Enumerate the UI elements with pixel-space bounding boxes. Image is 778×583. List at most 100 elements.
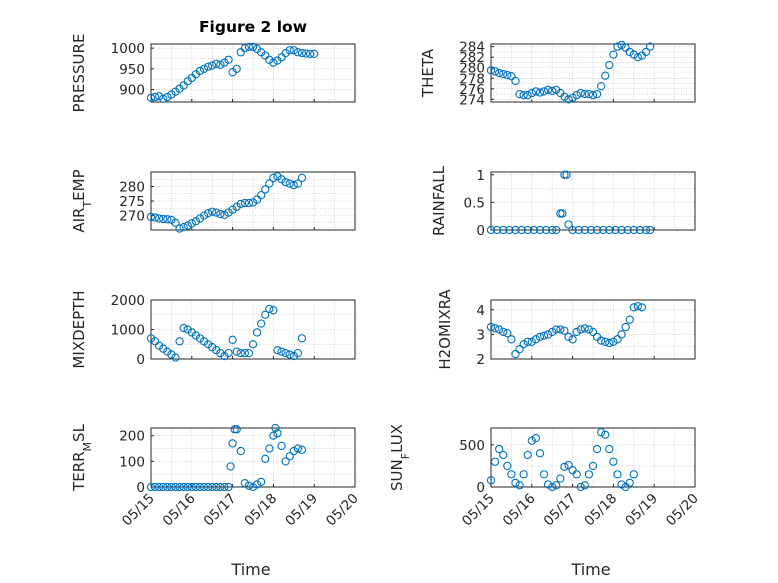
data-point bbox=[220, 210, 229, 220]
data-point bbox=[155, 214, 164, 223]
y-tick-label: 100 bbox=[119, 454, 145, 470]
subplot-5: 0 1000 2000 MIXDEPTH bbox=[70, 290, 356, 369]
data-point bbox=[568, 335, 577, 344]
data-point bbox=[515, 345, 524, 354]
data-point bbox=[576, 325, 585, 334]
data-point bbox=[490, 324, 500, 333]
data-point bbox=[645, 42, 655, 51]
data-point bbox=[236, 199, 245, 209]
data-point bbox=[232, 425, 241, 434]
axes-box bbox=[150, 427, 356, 488]
data-point bbox=[293, 179, 303, 188]
data-point bbox=[613, 42, 622, 51]
y-tick-label: 0.5 bbox=[464, 195, 485, 211]
y-axis-label: AIRTEMP bbox=[70, 169, 94, 232]
data-point bbox=[588, 461, 598, 471]
data-point bbox=[601, 430, 610, 439]
data-point bbox=[163, 92, 172, 102]
data-point bbox=[150, 482, 160, 492]
data-point bbox=[187, 482, 196, 492]
data-point bbox=[175, 482, 184, 492]
y-tick-label: 0 bbox=[136, 480, 145, 496]
data-point bbox=[257, 319, 266, 328]
x-axis-label: Time bbox=[570, 560, 610, 579]
data-point bbox=[629, 225, 638, 235]
data-point bbox=[519, 470, 528, 479]
data-point bbox=[244, 42, 254, 52]
data-point bbox=[543, 480, 553, 489]
data-point bbox=[597, 428, 606, 437]
data-point bbox=[183, 221, 192, 230]
x-tick-label: 05/19 bbox=[622, 491, 661, 530]
data-point bbox=[212, 208, 221, 217]
data-point bbox=[208, 61, 217, 70]
data-point bbox=[195, 66, 205, 76]
data-point bbox=[580, 89, 589, 99]
data-point bbox=[285, 46, 294, 55]
data-point bbox=[621, 322, 630, 332]
data-point bbox=[297, 334, 307, 343]
data-point bbox=[592, 444, 602, 454]
data-point bbox=[155, 482, 164, 492]
data-point bbox=[486, 66, 496, 75]
data-point bbox=[588, 327, 598, 337]
data-point bbox=[150, 213, 160, 222]
data-point bbox=[492, 225, 502, 235]
x-tick-label: 05/18 bbox=[241, 491, 280, 530]
data-point bbox=[199, 211, 209, 220]
y-tick-label: 274 bbox=[459, 92, 485, 108]
data-point bbox=[236, 446, 245, 456]
data-point bbox=[599, 225, 608, 235]
data-point bbox=[605, 60, 614, 70]
data-point bbox=[568, 225, 577, 235]
data-point bbox=[625, 47, 634, 57]
data-point bbox=[228, 439, 237, 448]
data-point bbox=[527, 436, 536, 445]
y-tick-label: 282 bbox=[459, 50, 485, 66]
data-point bbox=[297, 445, 307, 454]
data-point bbox=[535, 332, 545, 342]
data-point bbox=[507, 335, 516, 344]
data-point bbox=[597, 82, 606, 91]
data-point bbox=[281, 348, 290, 358]
data-point bbox=[271, 423, 280, 433]
data-point bbox=[224, 348, 233, 358]
data-point bbox=[499, 69, 508, 79]
data-point bbox=[560, 92, 569, 101]
data-point bbox=[605, 444, 614, 454]
data-point bbox=[226, 462, 235, 471]
data-point bbox=[617, 330, 626, 339]
y-tick-label: 200 bbox=[119, 429, 145, 445]
data-point bbox=[252, 480, 262, 489]
data-point bbox=[515, 89, 524, 99]
data-point bbox=[199, 482, 209, 492]
data-point bbox=[543, 85, 553, 95]
data-point bbox=[507, 72, 516, 81]
x-tick-label: 05/18 bbox=[581, 491, 620, 530]
data-point bbox=[641, 47, 651, 57]
data-point bbox=[175, 337, 184, 346]
data-point bbox=[613, 335, 622, 344]
data-point bbox=[645, 225, 655, 235]
data-point bbox=[556, 325, 565, 334]
y-axis-label: PRESSURE bbox=[70, 34, 88, 113]
subplot-8: 0 500 SUNFLUX 05/15 05/16 05/17 05/18 05/19 05/2… bbox=[388, 424, 702, 579]
data-point bbox=[601, 337, 610, 346]
data-point bbox=[269, 306, 278, 315]
data-point bbox=[564, 460, 573, 470]
data-point bbox=[495, 325, 504, 334]
data-point bbox=[633, 53, 643, 62]
data-point bbox=[558, 209, 567, 218]
data-point bbox=[592, 89, 602, 99]
data-point bbox=[171, 482, 180, 492]
data-point bbox=[519, 90, 528, 100]
data-point bbox=[625, 478, 634, 487]
data-point bbox=[609, 337, 618, 346]
y-axis-label: H2OMIXRA bbox=[436, 289, 454, 370]
data-point bbox=[495, 444, 504, 454]
data-point bbox=[305, 49, 315, 59]
data-point bbox=[588, 90, 598, 100]
data-point bbox=[515, 481, 524, 490]
data-point bbox=[609, 457, 618, 466]
